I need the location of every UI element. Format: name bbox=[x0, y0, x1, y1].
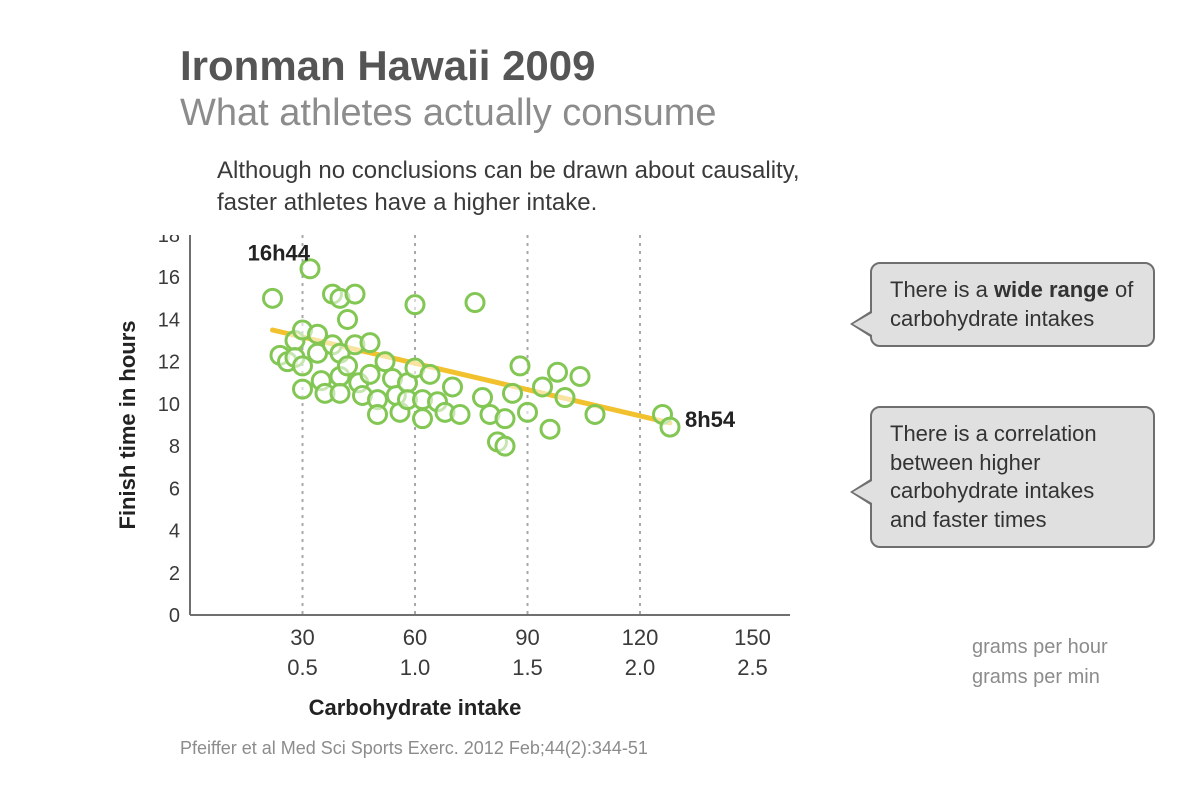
svg-text:60: 60 bbox=[403, 625, 427, 650]
callout-text: There is a wide range of carbohydrate in… bbox=[890, 277, 1133, 331]
svg-text:150: 150 bbox=[734, 625, 771, 650]
scatter-chart: 0 2 4 6 8 10 12 14 16 18 Finish time in hours 30 60 9… bbox=[110, 235, 790, 665]
svg-text:18: 18 bbox=[158, 235, 180, 247]
x-units-row2: grams per min bbox=[972, 666, 1100, 689]
svg-text:Finish time in hours: Finish time in hours bbox=[115, 320, 140, 529]
svg-text:8h54: 8h54 bbox=[685, 407, 736, 432]
svg-text:16h44: 16h44 bbox=[248, 240, 311, 265]
x-units-row1: grams per hour bbox=[972, 636, 1108, 659]
svg-text:12: 12 bbox=[158, 352, 180, 374]
slide: Ironman Hawaii 2009 What athletes actual… bbox=[0, 0, 1200, 792]
svg-text:0.5: 0.5 bbox=[287, 655, 318, 680]
callout-wide-range: There is a wide range of carbohydrate in… bbox=[870, 262, 1155, 347]
svg-text:0: 0 bbox=[169, 605, 180, 627]
citation: Pfeiffer et al Med Sci Sports Exerc. 201… bbox=[180, 738, 648, 759]
callout-tail-icon bbox=[850, 310, 872, 338]
svg-text:1.5: 1.5 bbox=[512, 655, 543, 680]
svg-text:4: 4 bbox=[169, 521, 180, 543]
svg-text:10: 10 bbox=[158, 394, 180, 416]
slide-title: Ironman Hawaii 2009 bbox=[180, 42, 596, 90]
svg-text:6: 6 bbox=[169, 478, 180, 500]
svg-text:14: 14 bbox=[158, 309, 180, 331]
svg-text:2.0: 2.0 bbox=[625, 655, 656, 680]
callout-text: There is a correlation between higher ca… bbox=[890, 421, 1097, 532]
svg-text:1.0: 1.0 bbox=[400, 655, 431, 680]
callout-tail-icon bbox=[850, 478, 872, 506]
svg-text:120: 120 bbox=[622, 625, 659, 650]
slide-description: Although no conclusions can be drawn abo… bbox=[217, 155, 817, 220]
callout-correlation: There is a correlation between higher ca… bbox=[870, 406, 1155, 548]
svg-text:8: 8 bbox=[169, 436, 180, 458]
svg-text:2.5: 2.5 bbox=[737, 655, 768, 680]
svg-text:2: 2 bbox=[169, 563, 180, 585]
svg-text:16: 16 bbox=[158, 267, 180, 289]
svg-text:Carbohydrate intake: Carbohydrate intake bbox=[309, 695, 522, 720]
svg-text:30: 30 bbox=[290, 625, 314, 650]
slide-subtitle: What athletes actually consume bbox=[180, 92, 717, 135]
chart-svg: 0 2 4 6 8 10 12 14 16 18 Finish time in hours 30 60 9… bbox=[110, 235, 790, 735]
svg-text:90: 90 bbox=[515, 625, 539, 650]
